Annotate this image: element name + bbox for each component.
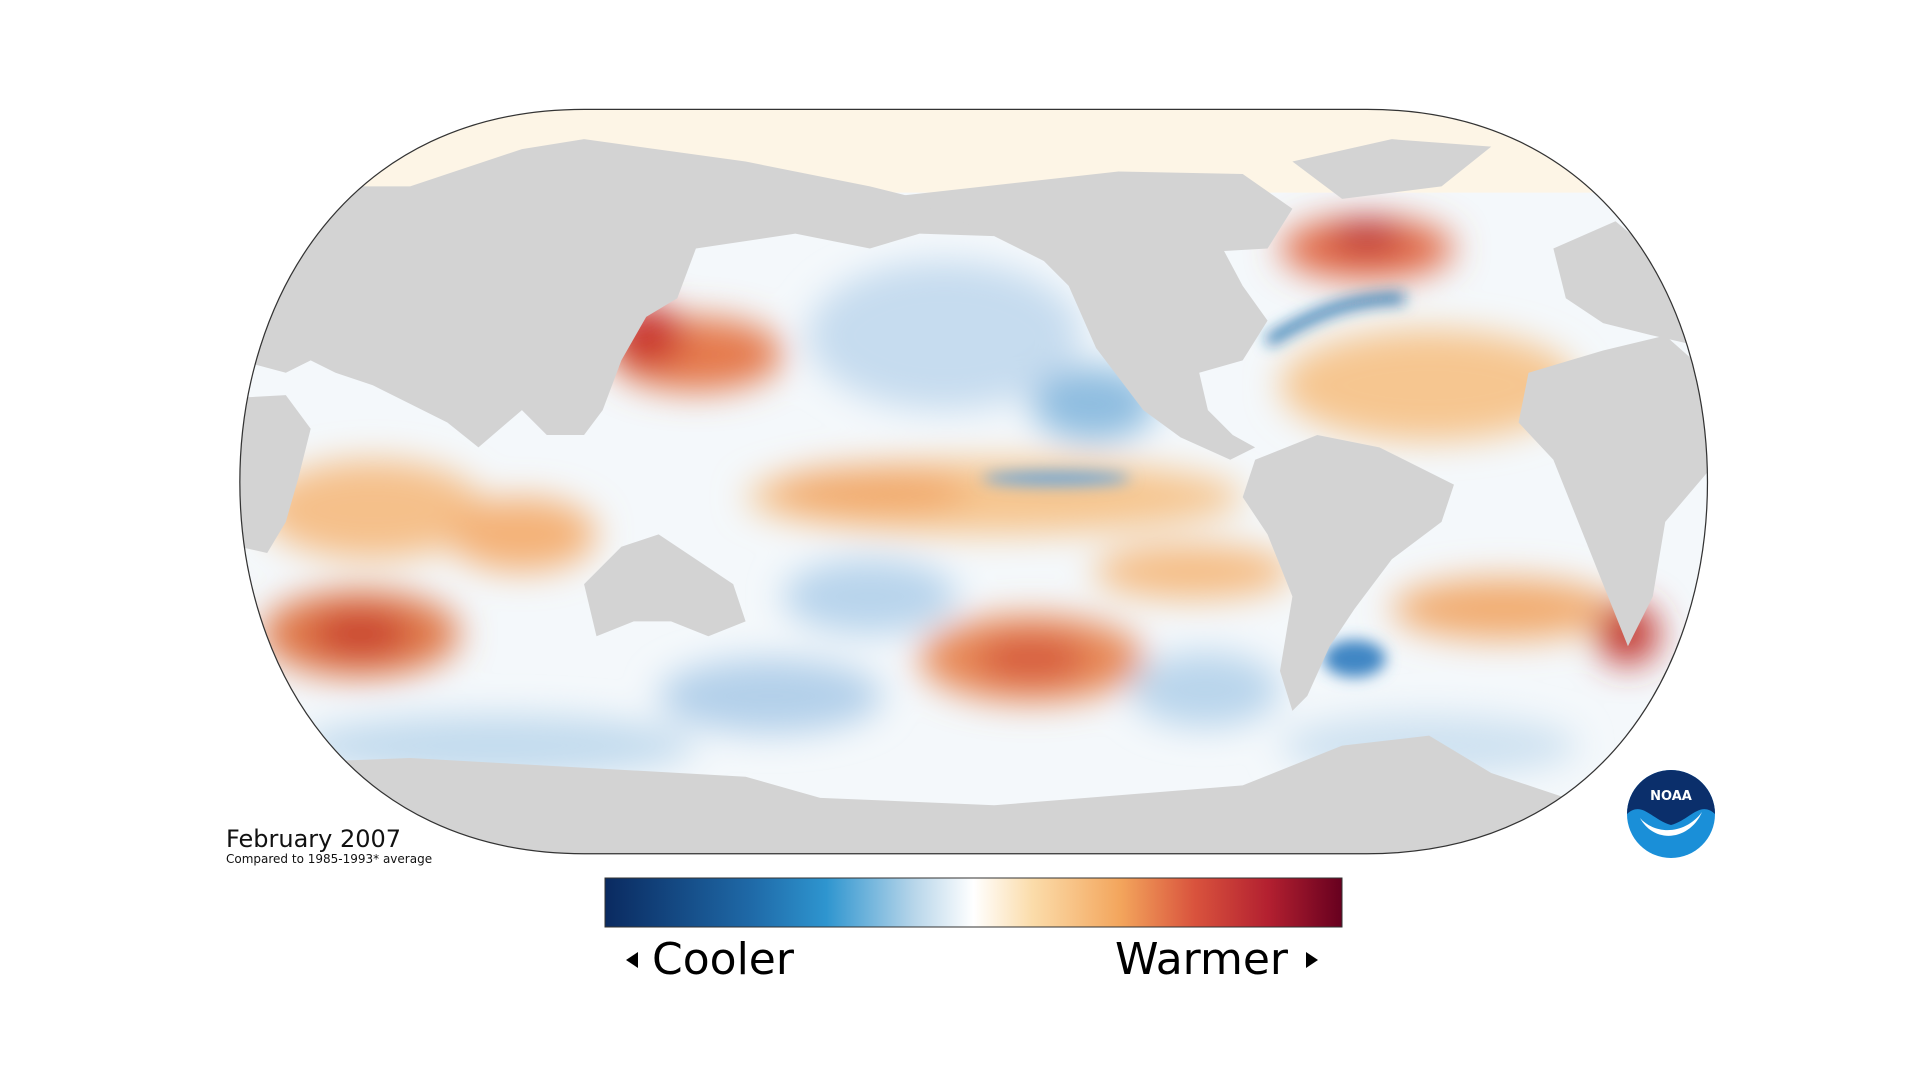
baseline-note: Compared to 1985-1993* average [226, 852, 432, 866]
cooler-arrow [626, 952, 638, 968]
cooler-label: Cooler [652, 934, 795, 985]
map-outline [239, 108, 1709, 855]
warmer-label: Warmer [1115, 934, 1289, 985]
noaa-logo: NOAA [1627, 770, 1715, 858]
date-label: February 2007 [226, 825, 401, 853]
warmer-arrow [1306, 952, 1318, 968]
anomaly-field [260, 217, 1660, 777]
map [239, 108, 1709, 855]
anomaly-detail [981, 293, 1405, 678]
land [239, 139, 1708, 854]
logo-text: NOAA [1650, 789, 1692, 804]
colorbar [604, 877, 1343, 928]
